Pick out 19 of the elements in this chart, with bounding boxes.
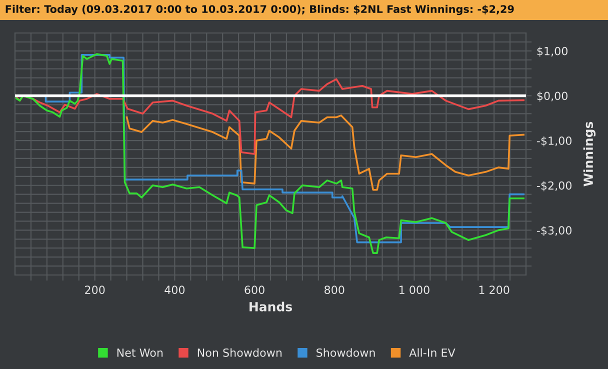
y-tick-label: -$3,00 [536,226,572,236]
chart-title: Filter: Today (09.03.2017 0:00 to 10.03.2017 0:00); Blinds: $2NL Fast Winnings: -$2,29 [6,4,514,16]
x-tick-label: 600 [244,286,264,294]
x-tick-label: 1 000 [400,286,430,294]
x-axis-title: Hands [250,302,292,312]
y-tick-label: $0,00 [537,92,568,102]
legend-label: Net Won [117,348,163,357]
x-tick-label: 200 [85,286,105,294]
y-tick-label: $1,00 [537,46,568,57]
legend-label: All-In EV [409,348,456,357]
y-tick-label: -$1,00 [536,136,572,146]
line-series [126,114,525,191]
x-tick-label: 800 [324,286,344,294]
x-tick-label: 1 200 [479,286,510,294]
x-tick-label: 400 [164,286,185,294]
legend-label: Showdown [316,348,375,357]
legend-label: Non Showdown [198,348,282,357]
y-tick-label: -$2,00 [536,181,572,192]
y-axis-title: Winnings [583,122,596,186]
